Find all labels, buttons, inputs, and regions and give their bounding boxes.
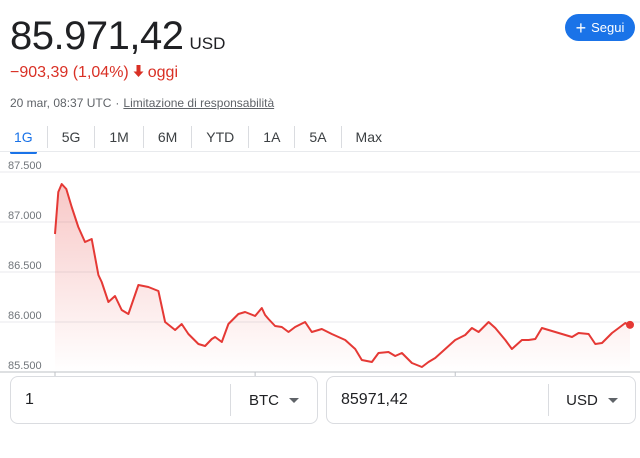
meta-row: 20 mar, 08:37 UTC · Limitazione di respons… [10,96,274,110]
y-tick-label: 86.500 [8,260,42,272]
meta-separator: · [115,96,120,110]
arrow-down-icon [133,64,144,82]
change-period: oggi [147,64,178,81]
dropdown-caret-icon [607,397,618,403]
chart-area [55,184,630,372]
tabs-divider [0,151,640,152]
chart-last-point [626,320,634,329]
from-currency-label: BTC [249,391,279,409]
from-currency-select[interactable]: BTC [231,392,317,409]
price-currency: USD [189,34,226,53]
follow-label: Segui [591,20,625,35]
tab-6m[interactable]: 6M [142,126,191,148]
price-change: −903,39 (1,04%) oggi [10,64,178,82]
chart-line [54,183,631,368]
converter-to: 85971,42 USD [326,376,636,424]
disclaimer-link[interactable]: Limitazione di responsabilità [123,96,275,110]
range-tabs: 1G 5G 1M 6M YTD 1A 5A Max [0,122,396,154]
tab-1g[interactable]: 1G [0,126,47,154]
timestamp: 20 mar, 08:37 UTC [10,96,112,110]
y-tick-label: 87.000 [8,210,42,222]
converter-divider [230,384,231,416]
price-row: 85.971,42 USD [10,14,225,59]
tab-ytd[interactable]: YTD [191,126,248,148]
dropdown-caret-icon [289,397,299,403]
tab-max[interactable]: Max [340,126,396,148]
y-tick-label: 87.500 [8,160,42,172]
to-amount-input[interactable]: 85971,42 [341,391,408,408]
current-price: 85.971,42 [10,14,184,58]
plus-icon: + [575,17,587,38]
follow-button[interactable]: + Segui [565,14,635,41]
converter-divider [548,384,549,416]
to-currency-select[interactable]: USD [549,392,635,409]
y-tick-label: 85.500 [8,360,42,372]
y-tick-label: 86.000 [8,310,42,322]
tab-1a[interactable]: 1A [248,126,294,148]
tab-1m[interactable]: 1M [94,126,142,148]
converter-from: 1 BTC [10,376,318,424]
from-amount-input[interactable]: 1 [25,391,34,408]
tab-5a[interactable]: 5A [294,126,340,148]
change-value: −903,39 (1,04%) [10,64,129,81]
tab-5g[interactable]: 5G [46,126,95,148]
to-currency-label: USD [566,391,598,409]
price-chart[interactable]: 87.50087.00086.50086.00085.50000:0003:00… [0,160,640,386]
